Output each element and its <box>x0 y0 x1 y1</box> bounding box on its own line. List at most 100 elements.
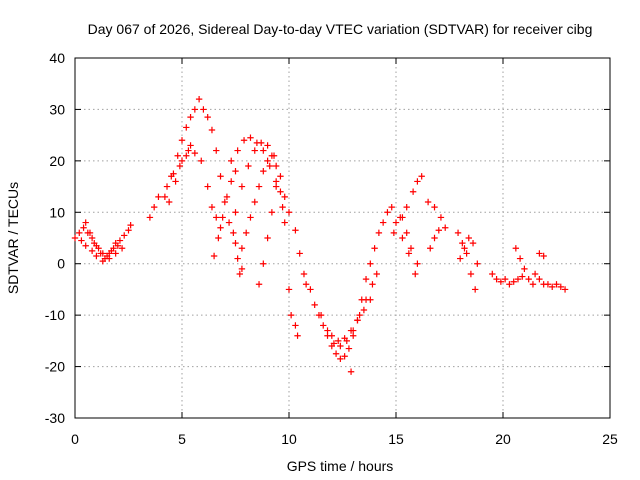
data-point <box>82 242 89 249</box>
axis-ticks <box>74 57 611 419</box>
data-point <box>78 237 85 244</box>
data-point <box>375 229 383 237</box>
data-point <box>399 234 406 242</box>
data-point <box>217 173 224 180</box>
series-arc-morning-d <box>163 142 194 190</box>
data-point <box>260 167 267 175</box>
data-point <box>285 286 293 293</box>
data-point <box>155 193 162 201</box>
data-point <box>80 224 87 231</box>
data-point <box>243 229 250 237</box>
data-point <box>347 327 355 334</box>
data-point <box>272 178 280 185</box>
data-point <box>296 250 303 257</box>
series-arc-noon-a <box>285 286 301 339</box>
data-point <box>403 203 410 211</box>
data-point <box>221 198 228 206</box>
data-point <box>561 286 569 293</box>
data-point <box>264 157 271 165</box>
y-tick-label: -10 <box>45 307 65 323</box>
data-point <box>234 147 241 154</box>
series-arc-evening-4 <box>457 234 481 267</box>
data-point <box>200 106 207 113</box>
data-point <box>367 296 374 303</box>
data-point <box>317 311 325 319</box>
data-point <box>379 219 387 226</box>
data-point <box>187 113 194 121</box>
data-point <box>369 281 376 288</box>
data-point <box>300 270 308 278</box>
data-point <box>146 214 154 221</box>
data-point <box>285 209 293 216</box>
data-point <box>88 247 96 255</box>
data-point <box>454 229 462 237</box>
data-point <box>292 322 299 329</box>
data-point <box>459 239 466 247</box>
data-point <box>536 250 543 257</box>
data-point <box>531 270 539 278</box>
data-point <box>388 203 395 211</box>
data-point <box>442 224 449 231</box>
data-point <box>245 162 252 170</box>
data-point <box>163 183 171 190</box>
data-point <box>512 245 520 252</box>
data-point <box>324 327 331 334</box>
data-point <box>540 252 547 260</box>
data-point <box>204 113 211 121</box>
x-tick-label: 25 <box>602 431 618 447</box>
data-point <box>76 229 83 237</box>
data-point <box>311 301 318 309</box>
data-point <box>183 124 190 131</box>
x-tick-label: 20 <box>495 431 511 447</box>
data-point <box>414 260 421 267</box>
data-point <box>82 219 89 226</box>
data-point <box>328 332 335 339</box>
series-arc-night-2 <box>512 245 537 288</box>
data-point <box>187 142 194 149</box>
data-point <box>345 345 353 352</box>
data-point <box>277 173 284 180</box>
data-point <box>474 260 481 267</box>
data-point <box>253 139 261 147</box>
data-point <box>213 147 220 154</box>
x-axis-label: GPS time / hours <box>287 458 394 474</box>
series-arc-trough-3 <box>328 296 374 345</box>
data-point <box>320 322 327 329</box>
data-point <box>279 203 286 211</box>
y-tick-label: -30 <box>45 410 65 426</box>
chart-title: Day 067 of 2026, Sidereal Day-to-day VTE… <box>88 21 593 37</box>
data-point <box>232 209 239 216</box>
data-point <box>371 245 378 252</box>
data-point <box>71 234 79 242</box>
data-point <box>281 193 288 201</box>
data-point <box>225 219 233 226</box>
data-point <box>219 214 226 221</box>
data-point <box>294 332 301 339</box>
y-tick-label: 0 <box>57 256 65 272</box>
data-point <box>112 239 119 247</box>
data-point <box>390 229 398 237</box>
data-point <box>519 273 526 280</box>
data-point <box>213 214 220 221</box>
data-point <box>238 183 246 190</box>
data-point <box>191 149 199 157</box>
data-point <box>506 281 513 288</box>
data-points <box>71 95 569 375</box>
data-point <box>373 270 380 278</box>
series-arc-peak-2 <box>204 183 224 231</box>
x-tick-label: 10 <box>281 431 297 447</box>
x-tick-label: 0 <box>71 431 79 447</box>
data-point <box>208 126 216 134</box>
data-point <box>307 286 314 293</box>
data-point <box>457 255 464 262</box>
data-point <box>287 311 295 319</box>
data-point <box>407 245 415 252</box>
data-point <box>108 247 115 255</box>
series-arc-evening-1 <box>424 198 449 231</box>
data-point <box>347 368 355 375</box>
data-point <box>337 342 344 350</box>
data-point <box>195 95 203 103</box>
data-point <box>228 178 235 185</box>
data-point <box>510 278 517 285</box>
